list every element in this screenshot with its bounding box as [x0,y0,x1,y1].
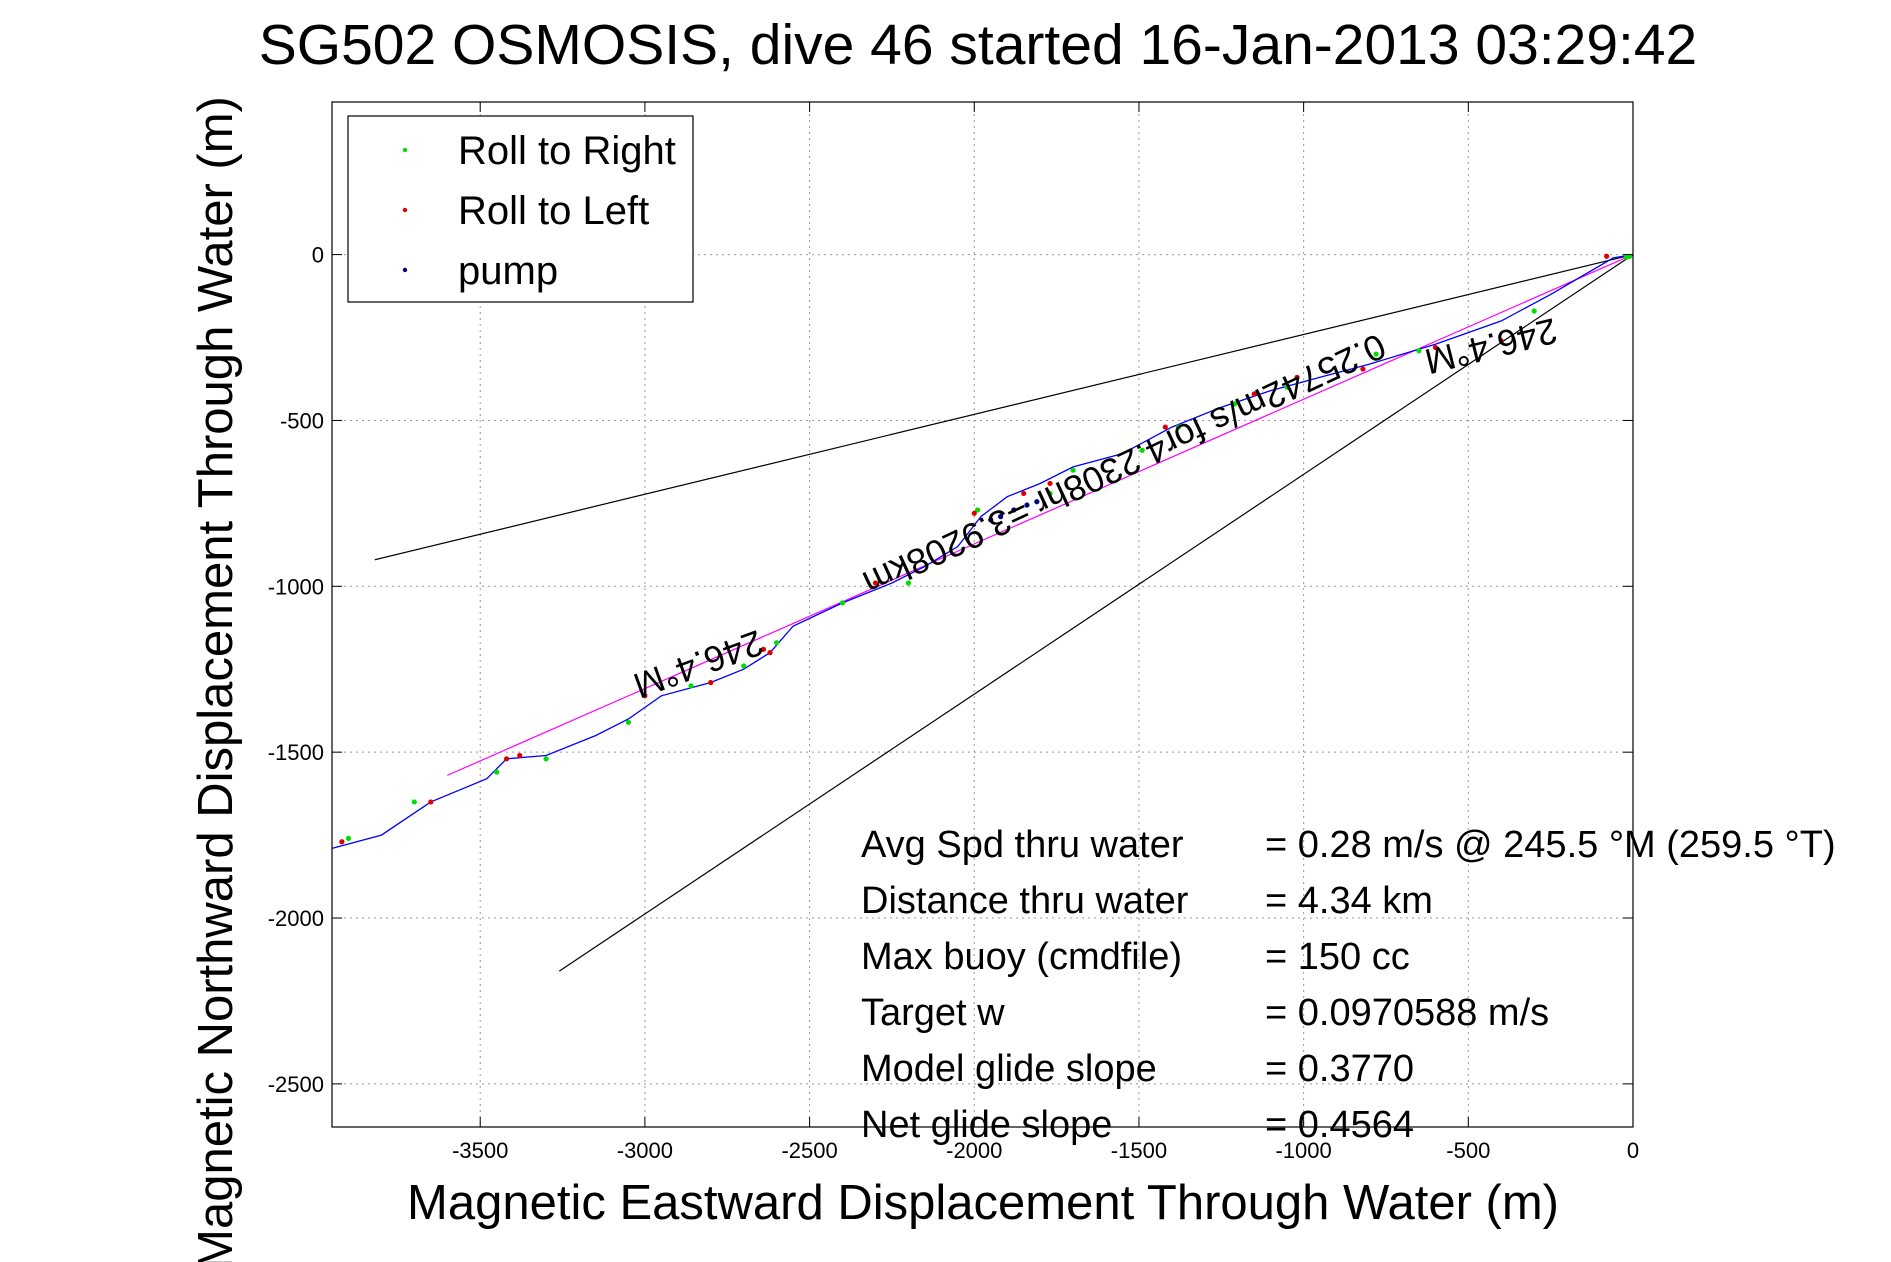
roll-left-point [1604,253,1610,259]
y-axis-label: Magnetic Northward Displacement Through … [189,96,243,1262]
roll-left-point [1047,480,1053,487]
legend-marker [402,147,408,153]
y-tick-label: -1500 [268,740,324,765]
roll-right-point [741,663,747,669]
legend-label: pump [458,249,558,293]
roll-right-point [839,600,846,606]
x-tick-label: 0 [1627,1138,1639,1163]
x-tick-label: -500 [1446,1138,1490,1163]
roll-left-point [339,839,345,845]
roll-left-point [503,756,510,762]
legend: Roll to Right Roll to Left pump [347,115,694,303]
roll-right-point [494,769,500,775]
roll-left-point [1498,338,1504,344]
stat-value: = 4.34 km [1265,880,1433,922]
track-markers [339,253,1633,845]
stats-block: Avg Spd thru water = 0.28 m/s @ 245.5 °M … [861,824,1836,1146]
chart-title: SG502 OSMOSIS, dive 46 started 16-Jan-20… [259,13,1698,77]
legend-marker [402,267,408,273]
pump-point [1034,499,1040,505]
roll-left-point [767,650,773,656]
roll-right-point [1284,384,1290,390]
stat-label: Target w [861,992,1005,1034]
legend-label: Roll to Right [458,129,676,173]
roll-left-point [642,693,648,699]
reference-lines [374,254,1634,972]
x-axis-label: Magnetic Eastward Displacement Through W… [407,1176,1559,1230]
pump-point [988,517,994,523]
roll-right-point [411,799,417,805]
stat-value: = 0.3770 [1265,1048,1414,1090]
roll-right-point [543,756,549,762]
y-tick-label: -1000 [268,574,324,599]
roll-right-point [1139,447,1145,453]
reference-line-cone-upper [374,254,1634,561]
roll-left-point [1162,424,1168,430]
roll-right-point [1623,254,1630,260]
y-tick-label: -500 [280,408,324,433]
stat-value: = 0.4564 [1265,1104,1414,1146]
roll-right-point [1373,351,1379,357]
reference-line-heading [447,254,1634,776]
x-tick-label: -1500 [1111,1138,1167,1163]
roll-right-point [1047,490,1053,497]
y-tick-label: 0 [312,243,324,268]
stat-value: = 0.28 m/s @ 245.5 °M (259.5 °T) [1265,824,1836,866]
roll-right-point [974,507,981,513]
roll-right-point [345,835,352,842]
roll-left-point [1021,490,1027,497]
roll-left-point [428,799,434,805]
roll-right-point [1070,467,1076,473]
stat-label: Distance thru water [861,880,1189,922]
stat-value: = 150 cc [1265,936,1410,978]
roll-left-point [872,580,879,586]
x-tick-label: -3500 [452,1138,508,1163]
axis-ticks: -3500 -3000 -2500 -2000 -1500 -1000 -500 0 0 -500… [268,102,1639,1163]
legend-label: Roll to Left [458,189,649,233]
plot-frame [331,101,1634,1128]
roll-right-point [1175,424,1182,430]
pump-point [1011,507,1017,513]
reference-line-cone-lower [558,254,1634,972]
roll-right-point [1531,308,1537,314]
stat-label: Net glide slope [861,1104,1112,1146]
y-tick-label: -2000 [268,906,324,931]
x-tick-label: -1000 [1275,1138,1331,1163]
roll-left-point [760,646,767,652]
x-tick-label: -2000 [946,1138,1002,1163]
pump-point [998,514,1004,520]
roll-left-point [1294,374,1300,380]
stat-label: Max buoy (cmdfile) [861,936,1182,978]
roll-left-point [971,510,977,516]
roll-left-point [1251,391,1257,397]
legend-marker [402,207,408,213]
dive-track-line [331,253,1634,850]
stat-label: Avg Spd thru water [861,824,1184,866]
roll-right-point [1416,348,1422,354]
roll-left-point [708,679,714,686]
roll-right-point [1231,401,1238,407]
roll-left-point [1360,366,1366,372]
x-tick-label: -2500 [781,1138,837,1163]
roll-left-point [1432,344,1438,351]
roll-right-point [905,580,911,586]
pump-point [1024,502,1030,508]
roll-right-point [688,683,694,689]
stat-label: Model glide slope [861,1048,1157,1090]
stat-value: = 0.0970588 m/s [1265,992,1549,1034]
x-tick-label: -3000 [617,1138,673,1163]
y-tick-label: -2500 [268,1072,324,1097]
roll-left-point [517,752,523,759]
roll-right-point [625,719,632,725]
roll-right-point [774,640,780,646]
